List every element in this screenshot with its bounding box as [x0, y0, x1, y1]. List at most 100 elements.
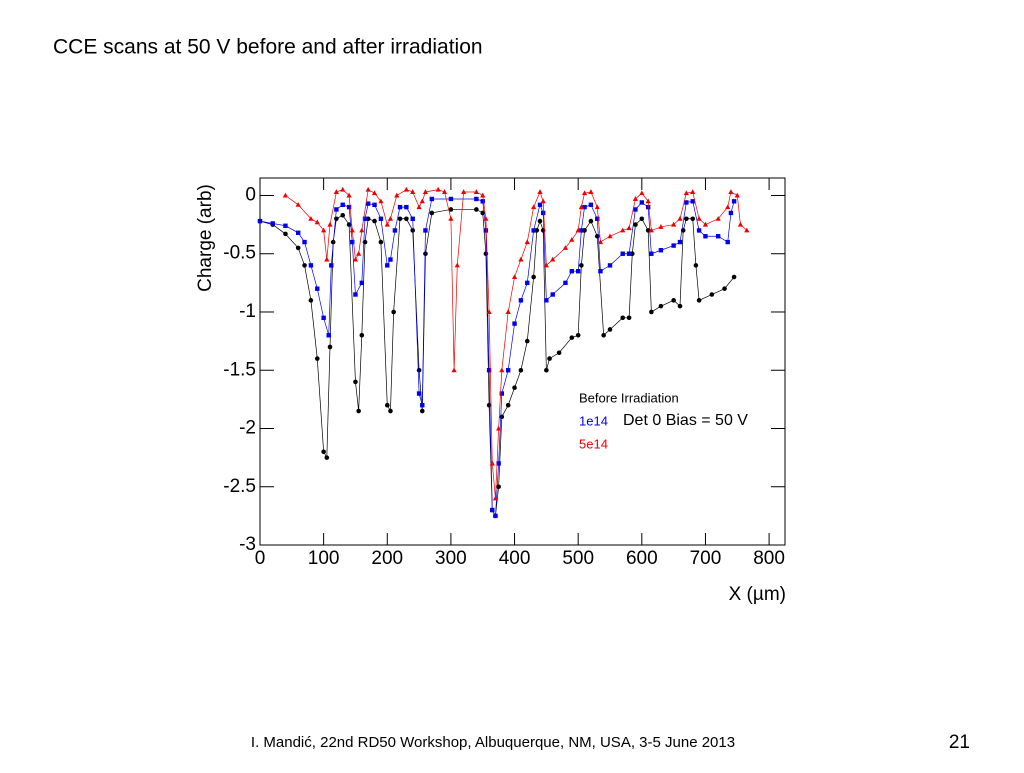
data-point — [403, 186, 409, 192]
data-point — [423, 228, 428, 233]
data-point — [550, 256, 556, 262]
data-point — [505, 368, 511, 373]
x-tick-label: 300 — [435, 548, 467, 569]
data-point — [321, 449, 326, 455]
y-tick-label: -2.5 — [223, 476, 256, 497]
data-point — [632, 196, 639, 201]
data-point — [582, 204, 587, 210]
data-point — [598, 269, 603, 274]
x-tick-label: 400 — [499, 548, 531, 569]
data-point — [594, 233, 600, 239]
data-point — [397, 204, 403, 210]
data-point — [486, 368, 492, 373]
data-point — [556, 350, 562, 356]
data-point — [372, 218, 377, 224]
data-point — [620, 251, 625, 256]
data-point — [429, 196, 435, 202]
data-point — [282, 192, 289, 198]
data-point — [607, 233, 613, 239]
annotation: Det 0 Bias = 50 V — [623, 412, 748, 429]
data-point — [490, 507, 495, 513]
data-point — [302, 263, 307, 268]
data-point — [696, 298, 702, 303]
data-point — [677, 303, 683, 309]
data-point — [531, 228, 536, 233]
data-point — [579, 263, 584, 268]
data-point — [569, 269, 575, 274]
data-point — [362, 239, 368, 245]
data-point — [537, 202, 543, 207]
y-tick-label: -1.5 — [223, 359, 256, 380]
data-point — [356, 408, 361, 414]
data-point — [422, 189, 429, 194]
data-point — [645, 204, 651, 210]
data-point — [671, 221, 677, 227]
data-point — [404, 216, 409, 222]
data-point — [518, 367, 524, 373]
footer: I. Mandić, 22nd RD50 Workshop, Albuquerq… — [251, 734, 735, 751]
data-point — [581, 190, 588, 196]
data-point — [295, 201, 301, 207]
data-point — [588, 189, 594, 194]
data-point — [499, 414, 505, 420]
data-point — [563, 280, 568, 286]
data-point — [489, 460, 495, 466]
data-point — [321, 227, 327, 233]
data-point — [350, 239, 355, 245]
y-tick-label: -3 — [239, 534, 256, 555]
data-point — [346, 204, 352, 210]
y-tick-label: -1 — [239, 301, 256, 322]
data-point — [397, 216, 403, 222]
data-point — [607, 263, 613, 268]
data-point — [684, 216, 689, 222]
data-point — [693, 263, 699, 268]
data-point — [639, 200, 645, 205]
data-point — [391, 309, 396, 315]
data-point — [626, 251, 632, 256]
data-point — [690, 199, 695, 204]
data-point — [626, 315, 632, 321]
data-point — [728, 189, 734, 194]
data-point — [540, 210, 546, 216]
data-point — [324, 256, 330, 262]
y-tick-label: 0 — [245, 184, 256, 205]
data-point — [518, 298, 524, 303]
x-axis-label: X (µm) — [729, 584, 786, 605]
data-point — [419, 408, 425, 414]
data-point — [419, 198, 425, 204]
data-point — [518, 256, 524, 262]
data-point — [302, 239, 307, 245]
data-point — [359, 280, 365, 286]
data-point — [340, 202, 345, 207]
data-point — [684, 200, 689, 205]
data-point — [737, 221, 744, 227]
data-point — [579, 228, 584, 233]
data-point — [327, 221, 333, 227]
data-point — [709, 292, 715, 297]
data-point — [392, 228, 398, 233]
data-point — [270, 221, 275, 226]
data-point — [340, 212, 346, 218]
data-point — [283, 231, 288, 237]
y-tick-label: -2 — [239, 418, 256, 439]
data-point — [671, 298, 676, 303]
data-point — [334, 216, 339, 222]
data-point — [483, 251, 489, 257]
data-point — [346, 192, 352, 198]
data-point — [633, 207, 638, 212]
data-point — [620, 227, 626, 233]
data-point — [474, 196, 479, 202]
data-point — [334, 207, 339, 212]
data-point — [722, 286, 727, 291]
data-point — [315, 286, 320, 291]
data-point — [511, 274, 518, 280]
data-point — [537, 218, 543, 224]
data-point — [715, 234, 721, 239]
x-tick-label: 0 — [255, 548, 266, 569]
data-point — [314, 219, 320, 225]
data-point — [728, 210, 734, 216]
data-point — [441, 189, 448, 194]
data-point — [404, 204, 409, 210]
data-point — [486, 309, 492, 314]
data-point — [607, 327, 613, 332]
